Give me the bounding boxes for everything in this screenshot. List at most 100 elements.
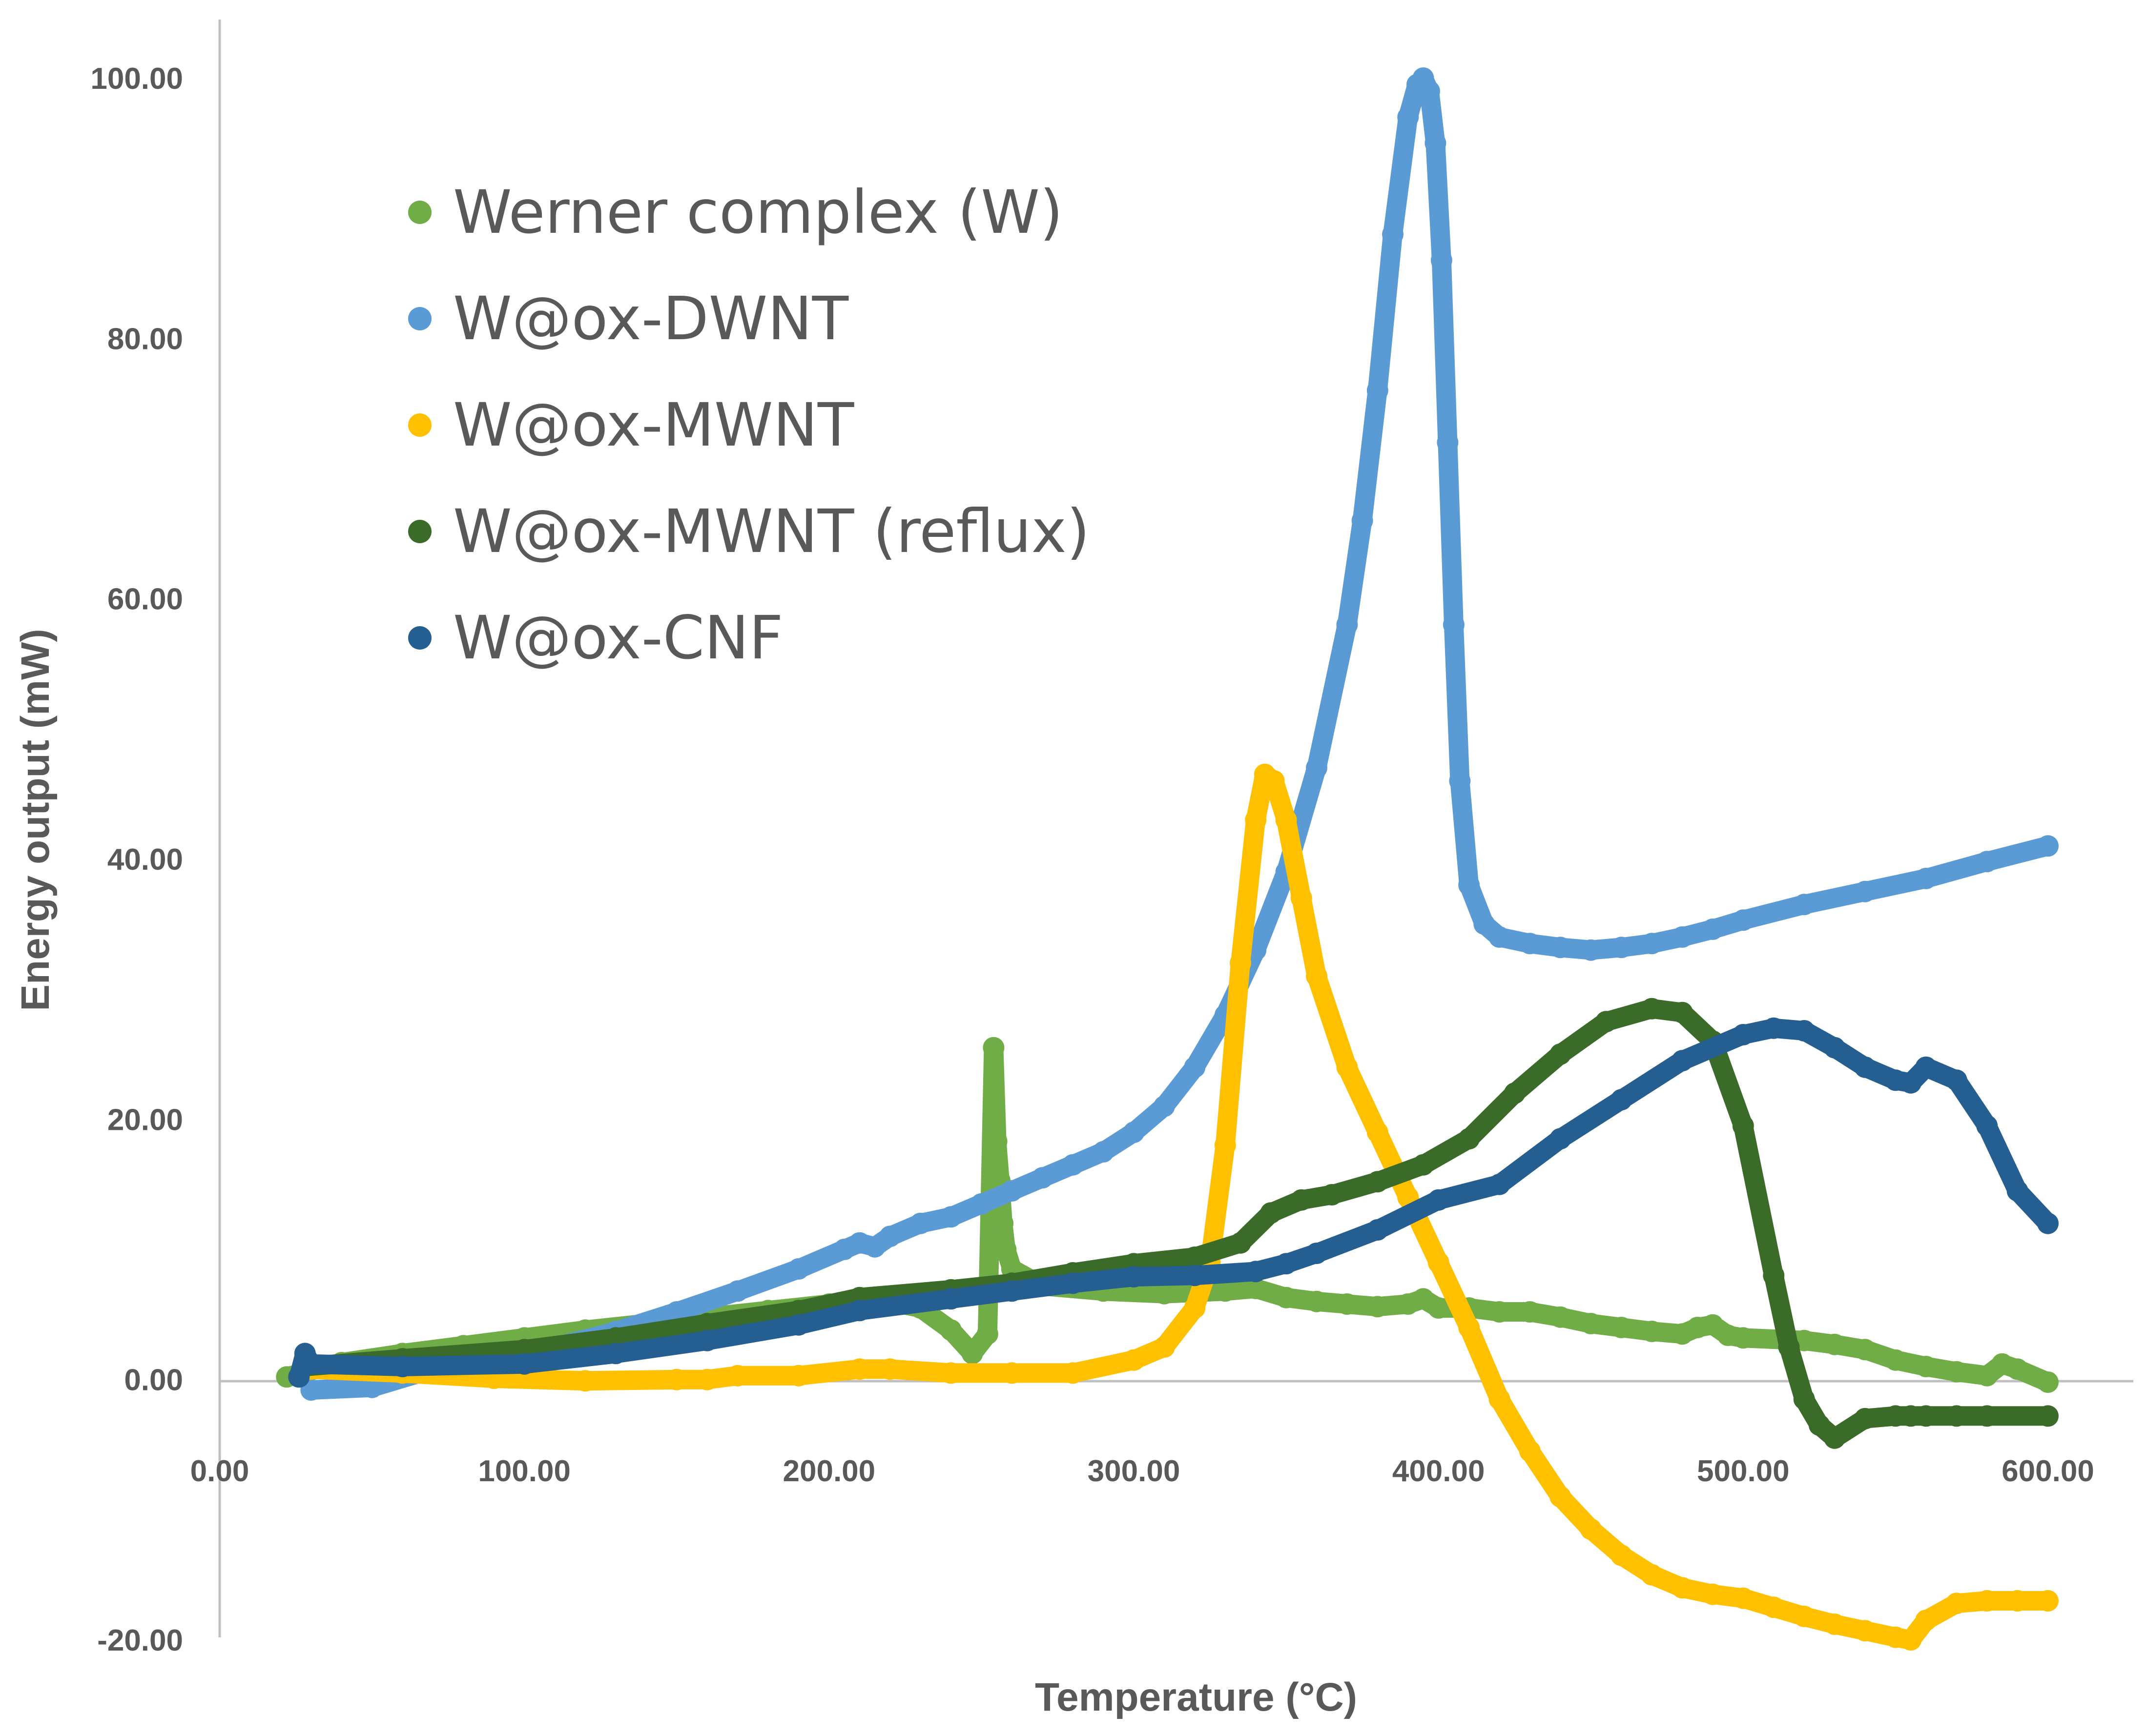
data-point	[1366, 1171, 1388, 1193]
data-point	[1306, 1290, 1327, 1312]
data-point	[1366, 1296, 1388, 1318]
data-point	[1763, 1596, 1785, 1618]
data-point	[1275, 1287, 1297, 1308]
data-point	[1458, 874, 1480, 896]
data-point	[879, 1225, 901, 1247]
data-point	[1184, 1265, 1206, 1287]
data-point	[787, 1258, 809, 1280]
data-point	[1915, 868, 1937, 889]
y-tick-labels: -20.00 0.00 20.00 40.00 60.00 80.00 100.00	[90, 62, 183, 1657]
y-tick-label: 80.00	[107, 322, 183, 356]
data-point	[1672, 926, 1693, 948]
data-point	[1430, 249, 1452, 271]
data-point	[940, 1206, 962, 1228]
data-point	[1672, 1050, 1693, 1072]
y-tick-label: -20.00	[97, 1624, 183, 1657]
data-point	[696, 1313, 718, 1334]
data-point	[1001, 1362, 1023, 1384]
data-point	[1824, 1613, 1846, 1635]
legend: Werner complex (W) W@ox-DWNT W@ox-MWNT W@ox…	[408, 178, 1090, 673]
y-tick-label: 0.00	[124, 1364, 183, 1397]
data-point	[1184, 1246, 1206, 1268]
data-point	[1245, 809, 1267, 831]
data-point	[1245, 1261, 1267, 1283]
data-point	[514, 1353, 536, 1375]
series-layer	[276, 67, 2059, 1651]
data-point	[1610, 1544, 1632, 1566]
data-point	[1900, 1629, 1922, 1651]
data-point	[575, 1370, 596, 1392]
data-point	[1519, 933, 1541, 955]
legend-item: W@ox-MWNT	[408, 390, 854, 460]
data-point	[300, 1353, 322, 1375]
data-point	[727, 1280, 749, 1302]
data-point	[1366, 1122, 1388, 1143]
y-tick-label: 100.00	[90, 62, 183, 96]
data-point	[1449, 770, 1471, 792]
data-point	[1366, 380, 1388, 401]
data-point	[1854, 1056, 1876, 1078]
series-1	[300, 67, 2059, 1401]
data-point	[1884, 1349, 1906, 1371]
data-point	[1153, 1095, 1175, 1117]
data-point	[1001, 1280, 1023, 1302]
data-point	[1488, 1173, 1510, 1195]
data-point	[1915, 1610, 1937, 1631]
data-point	[1702, 919, 1724, 940]
data-point	[1610, 1089, 1632, 1111]
data-point	[1808, 1414, 1830, 1436]
data-point	[1336, 614, 1358, 635]
data-point	[1519, 1301, 1541, 1323]
data-point	[787, 1365, 809, 1387]
data-point	[1580, 1313, 1602, 1334]
x-tick-label: 100.00	[478, 1454, 571, 1488]
data-point	[1382, 224, 1404, 245]
legend-label: W@ox-MWNT (reflux)	[453, 497, 1090, 566]
data-point	[1732, 1327, 1754, 1349]
data-point	[1093, 1141, 1115, 1163]
data-point	[1854, 1620, 1876, 1642]
data-point	[361, 1376, 383, 1398]
data-point	[1306, 1243, 1327, 1264]
data-point	[2006, 1180, 2028, 1202]
data-point	[1549, 1128, 1571, 1150]
data-point	[1763, 1017, 1785, 1039]
x-tick-labels: 0.00 100.00 200.00 300.00 400.00 500.00 600.00	[190, 1454, 2094, 1488]
data-point	[1854, 1339, 1876, 1361]
data-point	[1900, 1405, 1922, 1427]
data-point	[1427, 1189, 1449, 1211]
data-point	[1418, 80, 1440, 102]
data-point	[666, 1368, 688, 1390]
data-point	[1336, 1056, 1358, 1078]
data-point	[1945, 1361, 1967, 1383]
data-point	[1519, 1440, 1541, 1462]
data-point	[1884, 1405, 1906, 1427]
data-point	[392, 1356, 413, 1377]
data-point	[1275, 1253, 1297, 1275]
legend-marker	[408, 201, 432, 224]
data-point	[1549, 937, 1571, 959]
data-point	[1214, 1280, 1236, 1302]
data-point	[1123, 1349, 1145, 1371]
series-line	[301, 68, 2058, 1400]
data-point	[787, 1314, 809, 1336]
data-point	[1641, 1564, 1663, 1586]
data-point	[1672, 1577, 1693, 1599]
data-point	[1595, 1011, 1617, 1033]
legend-label: Werner complex (W)	[453, 178, 1063, 247]
data-point	[1900, 1072, 1922, 1094]
data-point	[970, 1193, 992, 1215]
data-point	[1976, 1590, 1998, 1612]
data-point	[940, 1288, 962, 1310]
data-point	[1290, 1189, 1312, 1211]
data-point	[2006, 1590, 2028, 1612]
data-point	[1641, 1321, 1663, 1342]
data-point	[1306, 965, 1327, 987]
data-point	[696, 1329, 718, 1351]
legend-label: W@ox-CNF	[453, 603, 783, 673]
data-point	[1824, 1037, 1846, 1059]
data-point	[1321, 1184, 1343, 1205]
data-point	[961, 1343, 983, 1365]
